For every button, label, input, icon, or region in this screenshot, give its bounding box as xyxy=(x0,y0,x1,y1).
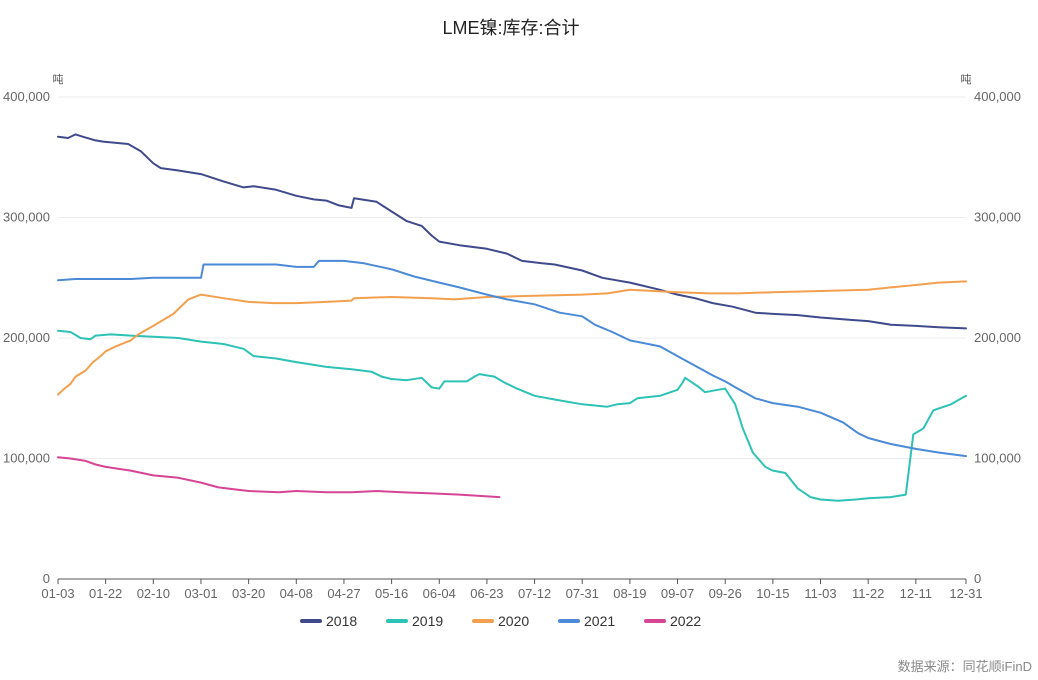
y-tick-label-left: 200,000 xyxy=(3,330,50,345)
x-tick-label: 08-19 xyxy=(613,586,646,601)
gridlines xyxy=(58,96,966,459)
x-tick-label: 01-03 xyxy=(41,586,74,601)
series-line-2022 xyxy=(57,456,501,499)
legend-item-2021[interactable]: 2021 xyxy=(558,613,615,629)
chart-title: LME镍:库存:合计 xyxy=(442,18,579,38)
series-line-2019 xyxy=(57,329,967,502)
x-tick-label: 03-01 xyxy=(184,586,217,601)
y-tick-label-right: 0 xyxy=(974,571,981,586)
series-line-2020 xyxy=(57,280,967,396)
x-tick-label: 11-22 xyxy=(852,586,884,601)
x-tick-label: 09-26 xyxy=(709,586,742,601)
legend-label-2021: 2021 xyxy=(584,613,615,629)
y-tick-label-left: 0 xyxy=(43,571,50,586)
series-lines xyxy=(57,133,967,502)
legend-label-2018: 2018 xyxy=(326,613,357,629)
legend-label-2019: 2019 xyxy=(412,613,443,629)
x-tick-label: 09-07 xyxy=(661,586,694,601)
x-axis-ticks: 01-03 01-22 02-10 03-01 03-20 04-08 04-27 05-16… xyxy=(41,579,983,601)
legend-item-2018[interactable]: 2018 xyxy=(300,613,357,629)
x-tick-label: 03-20 xyxy=(232,586,265,601)
x-tick-label: 07-31 xyxy=(566,586,599,601)
y-tick-label-left: 100,000 xyxy=(3,451,50,466)
legend-item-2022[interactable]: 2022 xyxy=(644,613,701,629)
y-axis-unit-right: 吨 xyxy=(961,73,972,86)
y-axis-ticks: 0 0 100,000 100,000 200,000 200,000 300,000 300… xyxy=(3,89,1021,586)
x-tick-label: 04-08 xyxy=(280,586,313,601)
x-tick-label: 11-03 xyxy=(804,586,836,601)
x-tick-label: 12-11 xyxy=(900,586,932,601)
y-tick-label-right: 200,000 xyxy=(974,330,1021,345)
legend-label-2020: 2020 xyxy=(498,613,529,629)
y-tick-label-right: 400,000 xyxy=(974,89,1021,104)
data-source-note: 数据来源：同花顺iFinD xyxy=(898,659,1032,674)
x-tick-label: 06-23 xyxy=(470,586,503,601)
x-tick-label: 05-16 xyxy=(375,586,408,601)
x-tick-label: 04-27 xyxy=(327,586,360,601)
x-tick-label: 10-15 xyxy=(756,586,789,601)
x-tick-label: 12-31 xyxy=(949,586,982,601)
legend[interactable]: 2018 2019 2020 2021 2022 xyxy=(300,613,701,629)
y-tick-label-right: 300,000 xyxy=(974,210,1021,225)
x-tick-label: 07-12 xyxy=(518,586,551,601)
legend-item-2019[interactable]: 2019 xyxy=(386,613,443,629)
y-tick-label-left: 300,000 xyxy=(3,210,50,225)
x-tick-label: 02-10 xyxy=(137,586,170,601)
y-axis-unit-left: 吨 xyxy=(53,73,64,86)
series-line-2018 xyxy=(57,133,967,330)
series-line-2021 xyxy=(57,259,967,458)
legend-item-2020[interactable]: 2020 xyxy=(472,613,529,629)
y-tick-label-left: 400,000 xyxy=(3,89,50,104)
x-tick-label: 06-04 xyxy=(423,586,456,601)
y-tick-label-right: 100,000 xyxy=(974,451,1021,466)
x-tick-label: 01-22 xyxy=(89,586,122,601)
legend-label-2022: 2022 xyxy=(670,613,701,629)
